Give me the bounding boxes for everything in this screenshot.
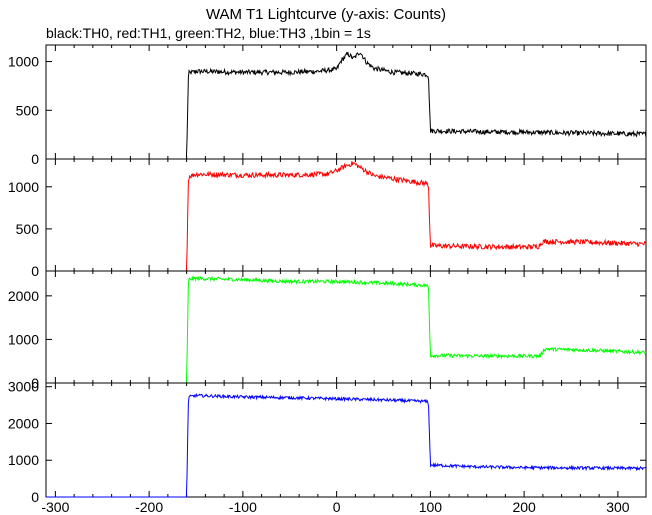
x-tick-label: 300 [606,499,630,515]
y-tick-label-th1: 1000 [8,179,39,195]
x-tick-label: -300 [41,499,69,515]
series-line-th0 [46,51,647,160]
series-line-th1 [46,161,646,272]
panel-frame-th1 [45,158,647,272]
series-line-th2 [46,275,647,384]
y-tick-label-th0: 0 [31,151,39,167]
y-tick-label-th3: 0 [31,489,39,505]
panel-frame-th2 [45,270,647,384]
y-tick-label-th2: 0 [31,375,39,391]
series-line-th3 [46,392,647,498]
y-tick-label-th0: 500 [16,102,40,118]
panel-frame-th0 [45,44,647,160]
y-tick-label-th1: 500 [16,221,40,237]
chart-title: WAM T1 Lightcurve (y-axis: Counts) [205,6,447,23]
y-tick-label-th2: 2000 [8,288,39,304]
x-tick-label: 100 [419,499,443,515]
panel-frame-th3 [45,382,647,498]
x-tick-label: 200 [512,499,536,515]
chart-subtitle: black:TH0, red:TH1, green:TH2, blue:TH3 … [46,25,371,41]
x-tick-label: -200 [135,499,163,515]
x-tick-label: -100 [229,499,257,515]
y-tick-label-th3: 2000 [8,415,39,431]
y-tick-label-th0: 1000 [8,54,39,70]
y-tick-label-th3: 3000 [8,379,39,395]
y-tick-label-th2: 1000 [8,331,39,347]
y-tick-label-th1: 0 [31,263,39,279]
x-tick-label: 0 [333,499,341,515]
y-tick-label-th3: 1000 [8,452,39,468]
